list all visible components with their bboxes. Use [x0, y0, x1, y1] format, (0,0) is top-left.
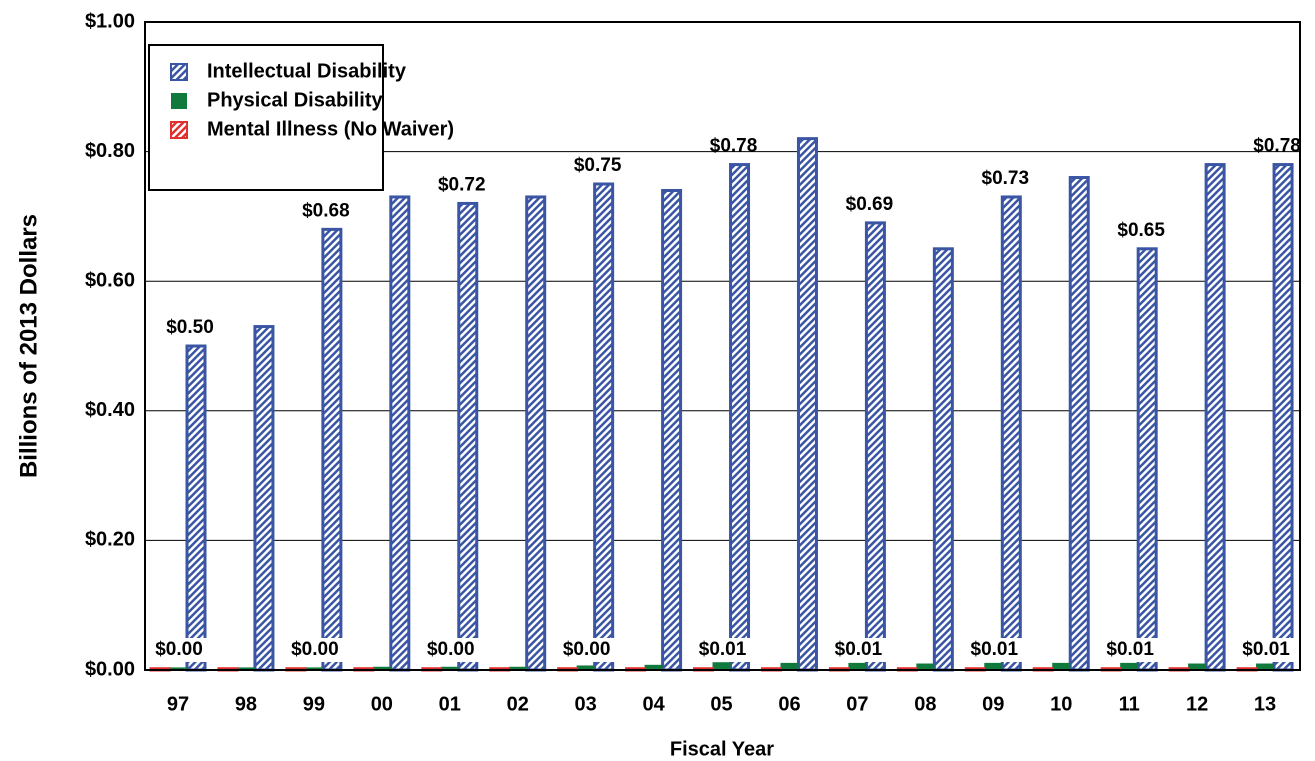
- value-label-bg: [691, 638, 754, 662]
- value-label-bg: [555, 638, 618, 662]
- x-tick-label: 09: [982, 693, 1004, 715]
- x-tick-label: 06: [778, 693, 800, 715]
- x-tick-label: 07: [846, 693, 868, 715]
- bar: [1068, 176, 1090, 672]
- value-label-bg: [148, 638, 210, 662]
- bar: [644, 664, 663, 670]
- bar: [916, 663, 935, 670]
- bar: [457, 201, 479, 672]
- bar: [1120, 662, 1139, 670]
- value-label: $0.01: [971, 639, 1019, 660]
- value-label: $0.78: [1253, 136, 1301, 157]
- bar: [1136, 247, 1158, 672]
- bar: [185, 344, 207, 672]
- x-tick-label: 98: [235, 693, 257, 715]
- y-tick-label: $0.20: [85, 529, 135, 551]
- value-label: $0.00: [563, 639, 611, 660]
- value-label-bg: [283, 638, 346, 662]
- bar: [1000, 195, 1022, 672]
- x-tick-label: 00: [371, 693, 393, 715]
- x-tick-label: 13: [1254, 693, 1276, 715]
- bar: [440, 666, 459, 670]
- value-label-bg: [1235, 638, 1298, 662]
- bar: [1188, 663, 1207, 670]
- value-label: $0.65: [1117, 220, 1165, 241]
- value-label-bg: [963, 638, 1026, 662]
- x-tick-label: 99: [303, 693, 325, 715]
- x-tick-label: 10: [1050, 693, 1072, 715]
- y-tick-label: $1.00: [85, 10, 135, 32]
- y-axis-title: Billions of 2013 Dollars: [15, 214, 42, 478]
- legend-swatch: [171, 93, 187, 109]
- value-label: $0.68: [302, 200, 350, 221]
- value-label: $0.69: [846, 194, 894, 215]
- bar: [984, 662, 1003, 670]
- legend-label: Intellectual Disability: [207, 60, 407, 82]
- value-label: $0.00: [427, 639, 475, 660]
- value-label: $0.01: [1242, 639, 1290, 660]
- value-label: $0.01: [699, 639, 747, 660]
- legend-swatch: [170, 63, 188, 81]
- value-label-bg: [1099, 638, 1162, 662]
- x-tick-label: 97: [167, 693, 189, 715]
- y-tick-label: $0.00: [85, 658, 135, 680]
- bar: [796, 137, 818, 672]
- legend-box: [148, 44, 384, 191]
- bar: [593, 182, 615, 672]
- bar: [712, 662, 731, 670]
- bar: [389, 195, 411, 672]
- value-label: $0.01: [835, 639, 883, 660]
- legend-label: Physical Disability: [207, 89, 384, 111]
- bar: [661, 188, 683, 672]
- x-tick-label: 12: [1186, 693, 1208, 715]
- value-label: $0.73: [982, 168, 1030, 189]
- bar: [1256, 663, 1275, 670]
- value-label: $0.72: [438, 174, 486, 195]
- bar: [729, 163, 751, 672]
- bar: [372, 666, 391, 670]
- bar: [576, 665, 595, 670]
- bar: [525, 195, 547, 672]
- bar: [780, 662, 799, 670]
- bar: [169, 667, 187, 670]
- value-label: $0.78: [710, 136, 758, 157]
- bar: [321, 227, 343, 672]
- x-tick-label: 01: [439, 693, 461, 715]
- bar: [848, 662, 867, 670]
- legend-swatch: [170, 121, 188, 139]
- bar: [1272, 163, 1294, 672]
- bar: [253, 325, 275, 672]
- value-label: $0.75: [574, 155, 622, 176]
- value-label-bg: [419, 638, 482, 662]
- x-axis-title: Fiscal Year: [670, 738, 774, 760]
- bar: [1052, 662, 1071, 670]
- x-tick-label: 11: [1119, 693, 1140, 715]
- x-tick-label: 03: [575, 693, 597, 715]
- bar: [864, 221, 886, 672]
- y-tick-label: $0.60: [85, 269, 135, 291]
- value-label: $0.50: [166, 317, 214, 338]
- value-label: $0.00: [291, 639, 339, 660]
- value-label: $0.00: [155, 639, 203, 660]
- bar: [304, 667, 323, 670]
- x-tick-label: 05: [710, 693, 732, 715]
- x-tick-label: 08: [914, 693, 936, 715]
- bar: [236, 667, 255, 670]
- bar: [508, 666, 527, 670]
- y-tick-label: $0.40: [85, 399, 135, 421]
- bar: [932, 247, 954, 672]
- value-label: $0.01: [1106, 639, 1154, 660]
- bar: [1204, 163, 1226, 672]
- y-tick-label: $0.80: [85, 140, 135, 162]
- legend-label: Mental Illness (No Waiver): [207, 118, 454, 140]
- x-tick-label: 02: [507, 693, 529, 715]
- value-label-bg: [827, 638, 890, 662]
- x-tick-label: 04: [642, 693, 665, 715]
